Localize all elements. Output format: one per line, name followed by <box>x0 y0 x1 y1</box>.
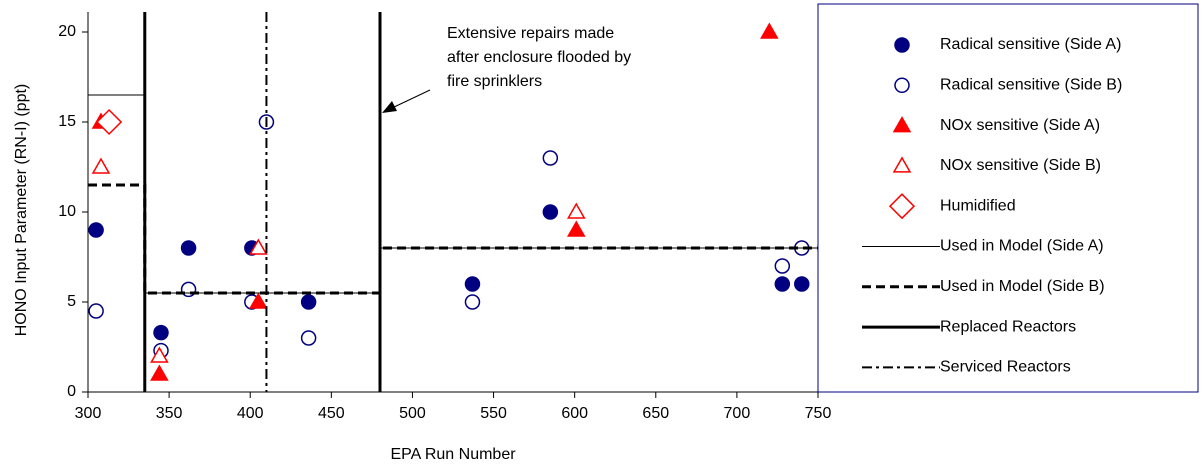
data-point <box>774 258 791 274</box>
data-point <box>88 222 104 238</box>
legend-label: Used in Model (Side B) <box>940 278 1105 295</box>
legend-marker <box>888 193 916 220</box>
y-tick-label: 15 <box>58 113 76 130</box>
legend-marker <box>894 37 910 53</box>
model-line <box>88 94 818 294</box>
data-point <box>760 22 779 39</box>
data-point <box>794 276 810 292</box>
annotation: Extensive repairs made <box>447 25 614 42</box>
x-tick-label: 300 <box>75 405 102 422</box>
data-point <box>249 292 268 309</box>
legend-label: Radical sensitive (Side A) <box>940 36 1121 53</box>
legend-marker <box>894 77 910 94</box>
data-point <box>150 364 169 381</box>
data-point <box>91 157 111 174</box>
annotation-arrowhead <box>382 101 397 113</box>
data-point <box>249 238 268 255</box>
legend-marker <box>892 116 912 133</box>
x-tick-label: 550 <box>480 405 507 422</box>
data-point <box>88 303 104 319</box>
x-tick-label: 750 <box>805 405 832 422</box>
data-point <box>566 202 586 219</box>
legend-label: Humidified <box>940 197 1016 214</box>
legend-label: Used in Model (Side A) <box>940 238 1104 255</box>
legend-marker <box>892 156 912 173</box>
x-tick-label: 600 <box>561 405 588 422</box>
data-point <box>300 294 317 310</box>
y-tick-label: 10 <box>58 203 76 220</box>
data-point <box>542 150 559 166</box>
legend-label: NOx sensitive (Side A) <box>940 117 1100 134</box>
y-axis-label: HONO Input Parameter (RN-I) (ppt) <box>13 84 30 337</box>
y-tick-label: 20 <box>58 23 76 40</box>
x-axis-label: EPA Run Number <box>390 446 516 463</box>
legend-label: Replaced Reactors <box>940 318 1076 335</box>
data-point <box>96 108 123 136</box>
annotation-arrow <box>391 89 431 109</box>
legend-label: Radical sensitive (Side B) <box>940 77 1122 94</box>
y-tick-label: 0 <box>67 383 76 400</box>
y-tick-label: 5 <box>67 293 76 310</box>
legend-label: Serviced Reactors <box>940 359 1071 376</box>
data-point <box>150 346 169 363</box>
x-tick-label: 350 <box>156 405 183 422</box>
annotation: after enclosure flooded by <box>447 49 631 66</box>
data-point <box>180 240 197 256</box>
x-tick-label: 400 <box>237 405 264 422</box>
data-point <box>464 294 481 310</box>
data-point <box>542 204 559 220</box>
legend-label: NOx sensitive (Side B) <box>940 157 1101 174</box>
x-tick-label: 450 <box>318 405 345 422</box>
x-tick-label: 700 <box>724 405 751 422</box>
model-line <box>88 183 818 295</box>
data-point <box>153 324 169 341</box>
x-tick-label: 650 <box>642 405 669 422</box>
data-point <box>464 276 481 292</box>
data-point <box>774 276 791 292</box>
data-point <box>566 220 586 237</box>
data-point <box>300 330 317 346</box>
annotation: fire sprinklers <box>447 73 542 90</box>
x-tick-label: 500 <box>399 405 426 422</box>
